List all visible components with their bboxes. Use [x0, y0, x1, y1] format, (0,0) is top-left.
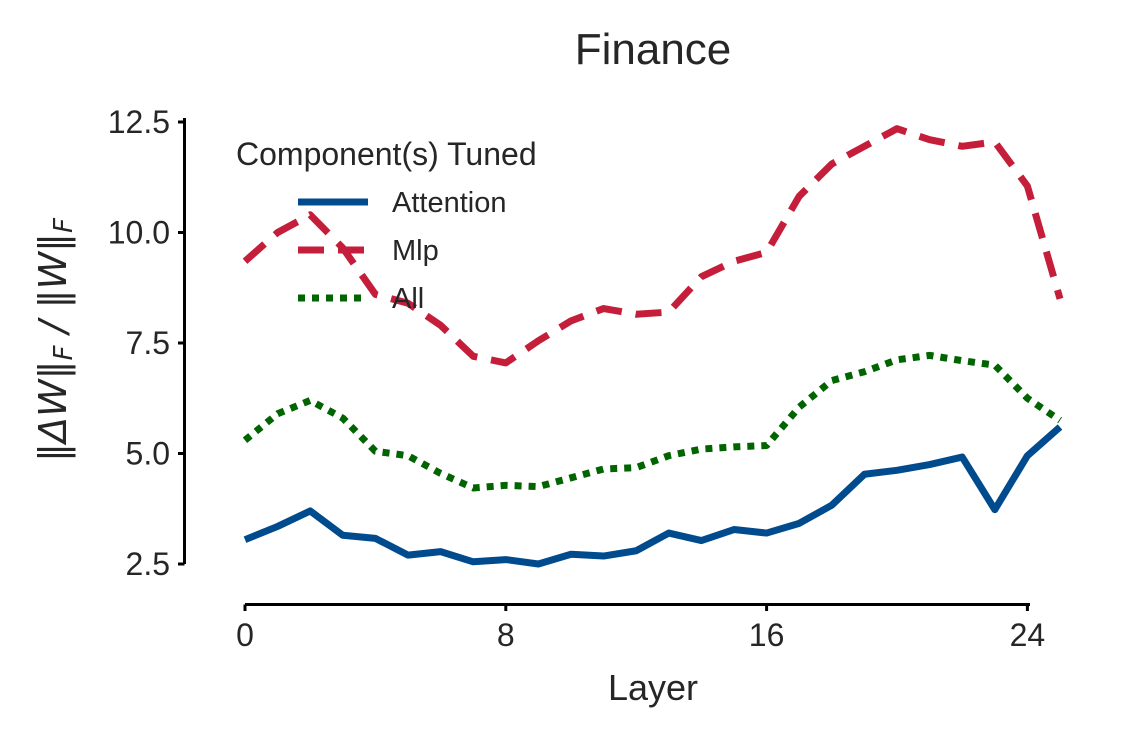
legend-title: Component(s) Tuned	[236, 136, 537, 172]
legend-items: Attention Mlp All	[298, 187, 506, 315]
series-line-attention	[243, 424, 1063, 568]
legend-label-mlp: Mlp	[392, 235, 439, 267]
x-tick-label: 8	[497, 617, 515, 653]
x-tick-label: 24	[1010, 617, 1046, 653]
series-line-all	[242, 351, 1062, 492]
y-tick-label: 5.0	[126, 436, 170, 472]
x-axis-label: Layer	[608, 667, 698, 708]
legend: Component(s) Tuned Attention Mlp All	[236, 136, 537, 315]
legend-label-all: All	[392, 283, 424, 315]
chart-title: Finance	[575, 25, 732, 74]
y-axis-label: ‖ΔW‖F / ‖W‖F	[31, 217, 79, 462]
y-tick-label: 2.5	[126, 546, 170, 582]
x-ticks: 0 8 16 24	[236, 604, 1046, 653]
x-tick-label: 0	[236, 617, 254, 653]
x-tick-label: 16	[749, 617, 785, 653]
y-tick-label: 10.0	[108, 215, 170, 251]
y-ticks: 2.5 5.0 7.5 10.0 12.5	[108, 104, 185, 582]
series-line-mlp	[242, 125, 1064, 367]
y-tick-label: 12.5	[108, 104, 170, 140]
y-tick-label: 7.5	[126, 325, 170, 361]
series-layer	[242, 125, 1064, 568]
legend-label-attention: Attention	[392, 187, 506, 219]
